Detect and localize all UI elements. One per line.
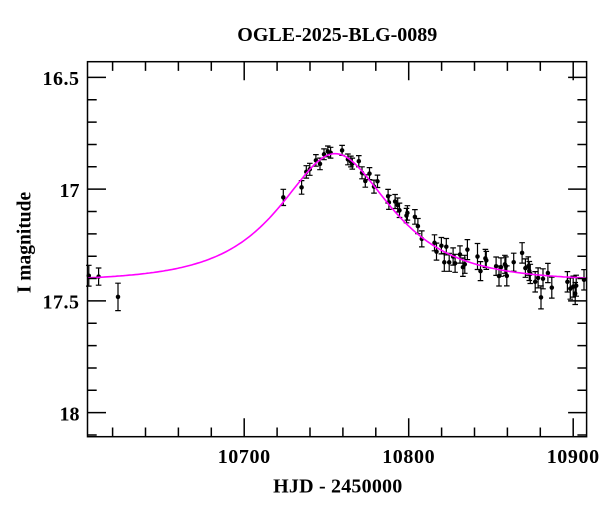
svg-text:10800: 10800 [382, 446, 435, 468]
svg-text:16.5: 16.5 [43, 68, 80, 90]
svg-text:OGLE-2025-BLG-0089: OGLE-2025-BLG-0089 [237, 24, 437, 46]
svg-text:10700: 10700 [218, 446, 271, 468]
svg-text:17: 17 [60, 180, 80, 202]
svg-text:17.5: 17.5 [43, 292, 80, 314]
svg-text:18: 18 [60, 403, 80, 425]
svg-text:I magnitude: I magnitude [15, 192, 36, 294]
svg-text:HJD - 2450000: HJD - 2450000 [273, 475, 402, 497]
svg-text:10900: 10900 [547, 446, 600, 468]
